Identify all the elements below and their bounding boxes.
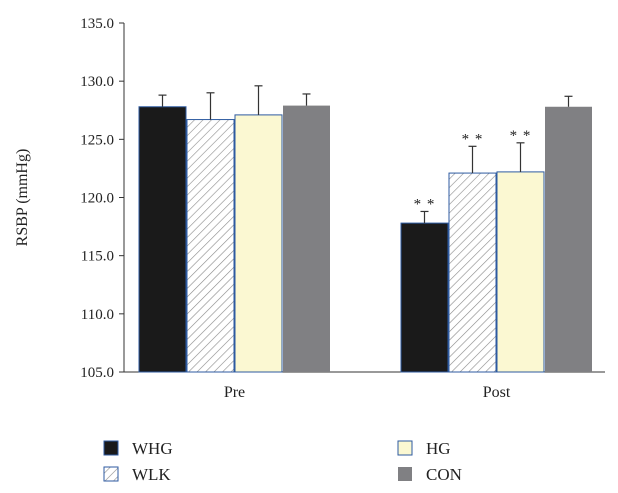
y-tick-label: 125.0 <box>80 132 114 148</box>
bar-hg-post <box>496 171 545 373</box>
y-tick-label: 135.0 <box>80 16 114 32</box>
legend-swatch-whg <box>103 440 119 456</box>
bar-wlk-post <box>448 172 497 373</box>
legend: WHG WLK HG CON <box>103 439 462 484</box>
legend-label-con: CON <box>426 465 462 484</box>
legend-swatch-hg <box>397 440 413 456</box>
bar-con-pre <box>283 105 330 372</box>
legend-label-hg: HG <box>426 439 451 458</box>
significance-marker: * * <box>414 196 436 212</box>
bar-whg-post <box>400 222 449 373</box>
y-tick-label: 115.0 <box>81 249 114 265</box>
y-axis-label: RSBP (mmHg) <box>14 149 31 247</box>
y-tick-label: 120.0 <box>80 191 114 207</box>
legend-label-wlk: WLK <box>132 465 171 484</box>
significance-marker: * * <box>462 131 484 147</box>
significance-marker: * * <box>510 128 532 144</box>
axes: 105.0 110.0 115.0 120.0 125.0 130.0 135.0 RSBP … <box>14 16 605 401</box>
x-category-label: Post <box>483 384 511 401</box>
y-tick-label: 105.0 <box>80 365 114 381</box>
y-tick-label: 110.0 <box>81 307 114 323</box>
bar-hg-pre <box>234 114 283 373</box>
bar-wlk-pre <box>186 119 235 373</box>
y-tick-label: 130.0 <box>80 74 114 90</box>
bars: * * * * * * <box>138 85 592 373</box>
legend-swatch-wlk <box>103 466 119 482</box>
legend-swatch-con <box>398 467 412 481</box>
bar-con-post <box>545 106 592 372</box>
bar-whg-pre <box>138 106 187 373</box>
x-category-label: Pre <box>224 384 245 401</box>
legend-label-whg: WHG <box>132 439 173 458</box>
